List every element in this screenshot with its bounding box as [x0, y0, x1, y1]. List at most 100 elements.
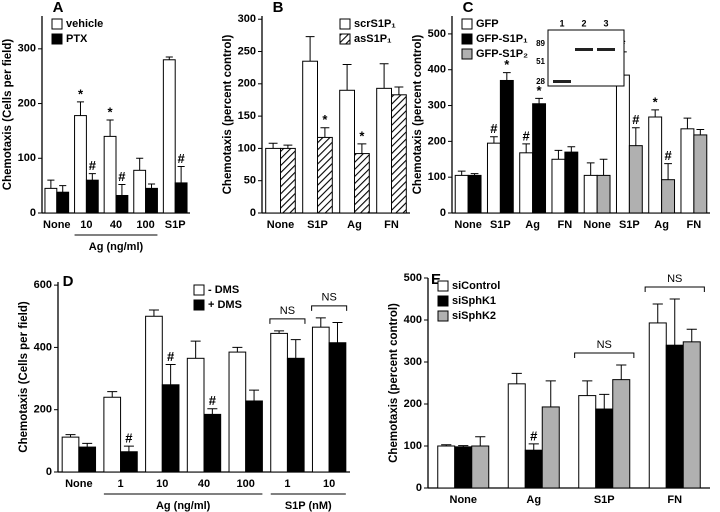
x-group-label: Ag (ng/ml) [156, 500, 211, 512]
bar [317, 136, 333, 214]
bar [339, 89, 356, 214]
significance-mark: * [537, 83, 543, 98]
y-axis-label: Chemotaxis (percent control) [388, 303, 400, 463]
x-tick-label: 1 [284, 478, 290, 490]
error-bar [457, 170, 466, 176]
significance-mark: * [108, 104, 114, 119]
error-bar [106, 119, 114, 137]
bar [551, 158, 566, 214]
bar [280, 147, 296, 214]
bar [245, 400, 263, 473]
x-tick-label: 10 [323, 478, 335, 490]
bar [648, 116, 663, 214]
error-bar [59, 185, 67, 193]
panel-label: E [431, 271, 441, 288]
error-bar [305, 36, 315, 62]
y-tick-label: 0 [46, 466, 52, 478]
y-tick-label: 100 [18, 152, 36, 164]
legend-swatch [51, 33, 63, 45]
bar [524, 449, 543, 489]
inset-marker: 28 [536, 77, 545, 86]
x-tick-label: S1P [307, 219, 328, 231]
legend-swatch [437, 280, 449, 292]
significance-mark: # [89, 158, 97, 173]
x-tick-label: S1P [594, 494, 615, 506]
legend-label: + DMS [208, 299, 242, 311]
x-tick-label: 10 [80, 219, 92, 231]
error-bar [554, 149, 563, 160]
error-bar [249, 389, 260, 401]
x-tick-label: S1P [165, 219, 186, 231]
legend-swatch [339, 33, 351, 45]
error-bar [47, 179, 55, 189]
error-bar [283, 144, 293, 149]
error-bar [441, 444, 452, 446]
error-bar [177, 165, 185, 183]
bar [56, 191, 70, 214]
error-bar [136, 157, 144, 171]
legend-swatch [193, 299, 205, 311]
legend-label: siSphK1 [452, 295, 496, 307]
y-tick-label: 0 [250, 207, 256, 219]
bar [145, 187, 158, 214]
x-tick-label: None [454, 219, 482, 231]
error-bar [357, 143, 367, 154]
error-bar [599, 158, 608, 176]
bar [78, 446, 97, 473]
y-tick-label: 0 [440, 207, 446, 219]
bar [507, 383, 526, 489]
y-tick-label: 300 [404, 356, 422, 368]
error-bar [148, 309, 159, 317]
error-bar [82, 442, 93, 448]
x-tick-label: Ag [526, 494, 541, 506]
error-bar [342, 63, 352, 91]
error-bar [268, 142, 278, 149]
legend-label: GFP-S1P₁ [476, 33, 528, 45]
error-bar [118, 184, 126, 196]
inset-band [553, 80, 571, 83]
x-tick-label: 100 [237, 478, 255, 490]
x-tick-label: S1P [490, 219, 511, 231]
ns-label: NS [597, 339, 612, 351]
y-axis-label: Chemotaxis (Cells per field) [18, 301, 30, 453]
panel-label: D [63, 273, 74, 290]
bar [145, 315, 163, 473]
ns-label: NS [322, 292, 337, 304]
x-tick-label: FN [558, 219, 573, 231]
bar [596, 174, 611, 214]
significance-mark: # [178, 151, 186, 166]
error-bar [490, 136, 498, 144]
error-bar [190, 340, 201, 359]
error-bar [528, 443, 539, 451]
panel-label: B [273, 0, 284, 16]
bar [162, 59, 176, 214]
error-bar [475, 436, 486, 446]
bar [328, 342, 347, 473]
error-bar [320, 127, 330, 138]
y-axis-label: Chemotaxis (percent control) [222, 34, 234, 194]
legend-swatch [51, 18, 63, 30]
bar [74, 115, 87, 214]
x-tick-label: 40 [110, 219, 122, 231]
x-tick-label: 40 [198, 478, 210, 490]
error-bar [616, 364, 627, 380]
y-tick-label: 200 [18, 97, 36, 109]
bar [391, 94, 407, 214]
legend-swatch [461, 33, 473, 45]
bar [354, 153, 370, 214]
error-bar [65, 434, 76, 438]
bar [532, 103, 547, 214]
significance-mark: # [167, 349, 175, 364]
bar [612, 379, 631, 489]
error-bar [545, 380, 556, 407]
error-bar [88, 173, 96, 181]
y-tick-label: 0 [30, 207, 36, 219]
error-bar [207, 408, 218, 415]
bar [595, 408, 614, 489]
ns-bracket [574, 352, 635, 358]
error-bar [76, 101, 85, 116]
y-tick-label: 300 [238, 13, 256, 25]
inset-blot [547, 29, 625, 87]
y-tick-label: 500 [404, 272, 422, 284]
bar [615, 74, 630, 214]
